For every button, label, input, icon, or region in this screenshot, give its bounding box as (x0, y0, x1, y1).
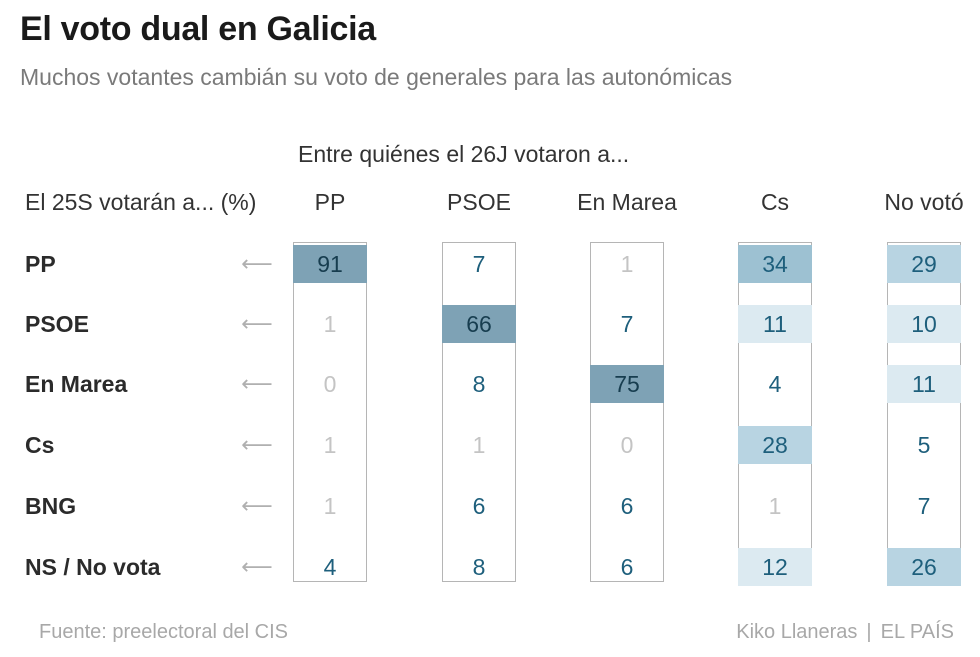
cell-en-marea-no-vot: 11 (887, 365, 961, 403)
column-frame-en-marea (590, 242, 664, 582)
row-label-ns-no-vota: NS / No vota (25, 553, 161, 580)
row-group-label: El 25S votarán a... (%) (25, 189, 257, 215)
column-header-cs: Cs (760, 189, 790, 215)
cell-ns-no-vota-no-vot: 26 (887, 548, 961, 586)
column-frame-pp (293, 242, 367, 582)
cell-en-marea-cs: 4 (768, 370, 782, 397)
cell-psoe-no-vot: 10 (887, 305, 961, 343)
cell-cs-en-marea: 0 (620, 431, 634, 458)
cell-bng-cs: 1 (768, 492, 782, 519)
row-label-en-marea: En Marea (25, 370, 128, 397)
column-frame-cs (738, 242, 812, 582)
cell-cs-psoe: 1 (472, 431, 486, 458)
cell-bng-en-marea: 6 (620, 492, 634, 519)
row-label-bng: BNG (25, 492, 77, 519)
row-label-psoe: PSOE (25, 310, 89, 337)
column-header-psoe: PSOE (447, 189, 511, 215)
column-header-pp: PP (314, 189, 346, 215)
left-arrow-icon: ⟵ (241, 493, 273, 518)
left-arrow-icon: ⟵ (241, 554, 273, 579)
credit-separator: | (866, 621, 872, 643)
chart-subtitle: Muchos votantes cambián su voto de gener… (20, 64, 733, 90)
column-header-en-marea: En Marea (577, 189, 677, 215)
cell-psoe-psoe: 66 (442, 305, 516, 343)
cell-pp-psoe: 7 (472, 250, 486, 277)
column-header-no-vot: No votó (884, 189, 964, 215)
cell-psoe-en-marea: 7 (620, 310, 634, 337)
column-group-label: Entre quiénes el 26J votaron a... (298, 141, 630, 167)
chart-title: El voto dual en Galicia (20, 10, 376, 48)
cell-en-marea-psoe: 8 (472, 370, 486, 397)
cell-en-marea-en-marea: 75 (590, 365, 664, 403)
cell-pp-cs: 34 (738, 245, 812, 283)
column-frame-psoe (442, 242, 516, 582)
left-arrow-icon: ⟵ (241, 251, 273, 276)
outlet-name: EL PAÍS (880, 621, 954, 643)
cell-bng-pp: 1 (323, 492, 337, 519)
cell-cs-pp: 1 (323, 431, 337, 458)
author-name: Kiko Llaneras (736, 621, 858, 643)
cell-pp-no-vot: 29 (887, 245, 961, 283)
cell-psoe-pp: 1 (323, 310, 337, 337)
cell-ns-no-vota-psoe: 8 (472, 553, 486, 580)
row-label-cs: Cs (25, 431, 55, 458)
cell-cs-cs: 28 (738, 426, 812, 464)
cell-bng-psoe: 6 (472, 492, 486, 519)
cell-cs-no-vot: 5 (917, 431, 931, 458)
credit: Kiko Llaneras | EL PAÍS (736, 621, 954, 644)
left-arrow-icon: ⟵ (241, 371, 273, 396)
cell-ns-no-vota-pp: 4 (323, 553, 337, 580)
cell-pp-pp: 91 (293, 245, 367, 283)
cell-psoe-cs: 11 (738, 305, 812, 343)
row-label-pp: PP (25, 250, 56, 277)
column-frame-no-vot (887, 242, 961, 582)
left-arrow-icon: ⟵ (241, 311, 273, 336)
cell-bng-no-vot: 7 (917, 492, 931, 519)
source-note: Fuente: preelectoral del CIS (39, 621, 289, 643)
cell-ns-no-vota-en-marea: 6 (620, 553, 634, 580)
cell-pp-en-marea: 1 (620, 250, 634, 277)
cell-ns-no-vota-cs: 12 (738, 548, 812, 586)
cell-en-marea-pp: 0 (323, 370, 337, 397)
left-arrow-icon: ⟵ (241, 432, 273, 457)
